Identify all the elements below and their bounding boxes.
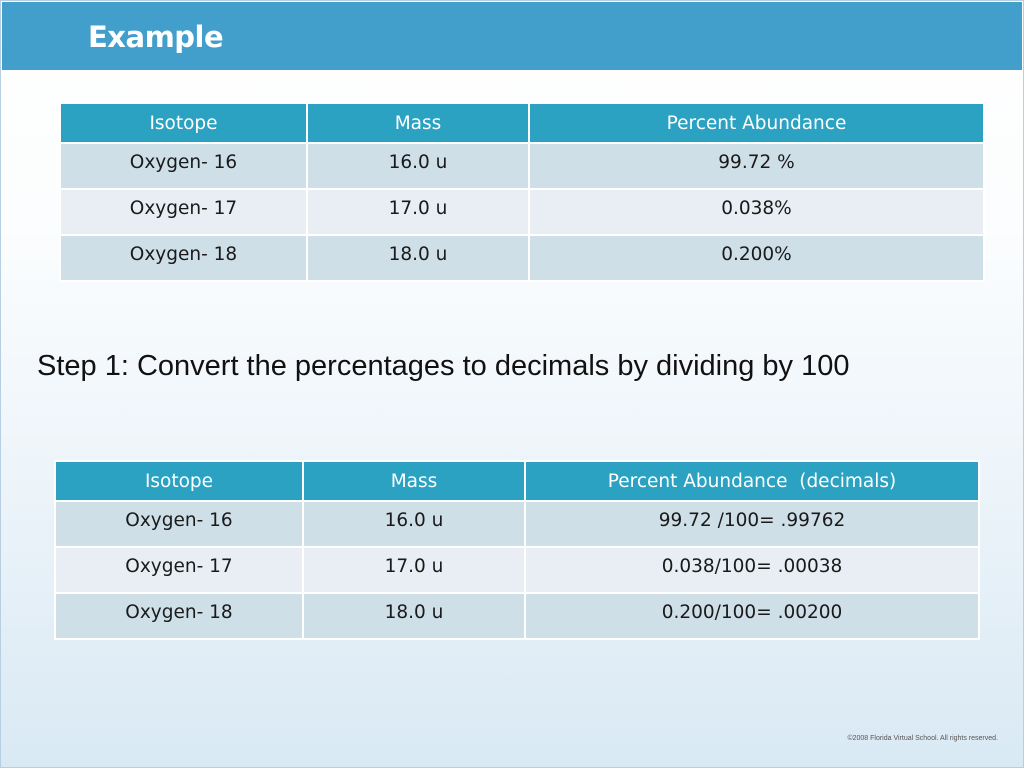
isotope-percent-table: Isotope Mass Percent Abundance Oxygen- 1… [59,102,985,282]
cell-isotope: Oxygen- 16 [59,142,308,190]
table-row: Oxygen- 17 17.0 u 0.038/100= .00038 [54,546,980,594]
table-row: Oxygen- 16 16.0 u 99.72 /100= .99762 [54,500,980,548]
cell-mass: 17.0 u [302,546,526,594]
cell-isotope: Oxygen- 16 [54,500,304,548]
cell-abundance: 0.200% [528,234,985,282]
table-row: Oxygen- 18 18.0 u 0.200% [59,234,985,282]
table-header-row: Isotope Mass Percent Abundance (decimals… [54,460,980,502]
cell-mass: 16.0 u [302,500,526,548]
cell-decimal: 0.200/100= .00200 [524,592,980,640]
table-header-row: Isotope Mass Percent Abundance [59,102,985,144]
cell-mass: 18.0 u [302,592,526,640]
cell-isotope: Oxygen- 18 [59,234,308,282]
cell-abundance: 99.72 % [528,142,985,190]
header-percent-abundance: Percent Abundance [528,102,985,144]
cell-decimal: 99.72 /100= .99762 [524,500,980,548]
header-isotope: Isotope [59,102,308,144]
title-bar: Example [2,2,1022,70]
header-mass: Mass [302,460,526,502]
slide-title: Example [88,20,224,54]
cell-mass: 16.0 u [306,142,530,190]
cell-abundance: 0.038% [528,188,985,236]
header-isotope: Isotope [54,460,304,502]
cell-mass: 18.0 u [306,234,530,282]
copyright-notice: ©2008 Florida Virtual School. All rights… [847,735,998,742]
cell-isotope: Oxygen- 18 [54,592,304,640]
table-row: Oxygen- 17 17.0 u 0.038% [59,188,985,236]
header-percent-abundance-decimals: Percent Abundance (decimals) [524,460,980,502]
table-row: Oxygen- 16 16.0 u 99.72 % [59,142,985,190]
header-mass: Mass [306,102,530,144]
cell-decimal: 0.038/100= .00038 [524,546,980,594]
table-row: Oxygen- 18 18.0 u 0.200/100= .00200 [54,592,980,640]
cell-mass: 17.0 u [306,188,530,236]
cell-isotope: Oxygen- 17 [54,546,304,594]
isotope-decimal-table: Isotope Mass Percent Abundance (decimals… [54,460,980,640]
cell-isotope: Oxygen- 17 [59,188,308,236]
step-instruction: Step 1: Convert the percentages to decim… [37,350,850,382]
